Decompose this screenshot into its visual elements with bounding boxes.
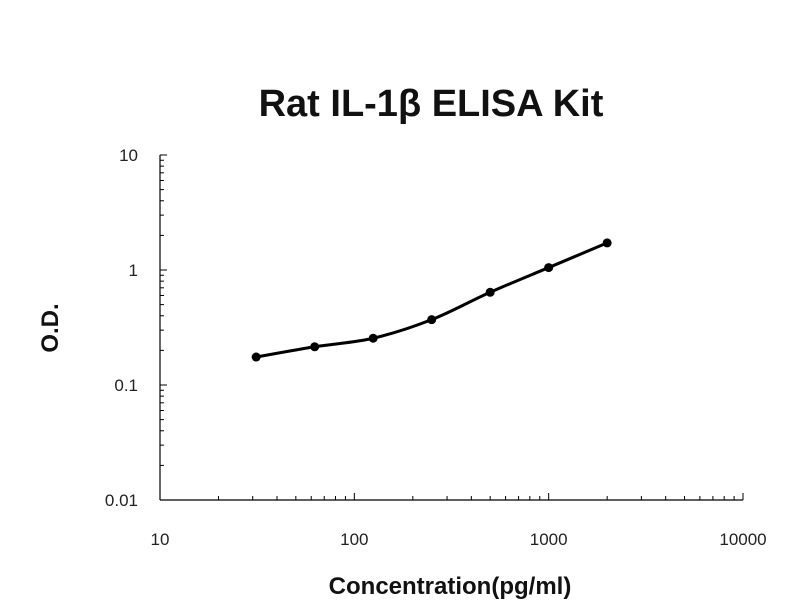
y-tick-label: 1: [129, 261, 138, 280]
x-tick-label: 1000: [530, 530, 568, 549]
data-point: [427, 315, 437, 325]
data-points: [251, 238, 612, 362]
fit-curve-group: [254, 241, 609, 359]
y-tick-label: 0.1: [114, 376, 138, 395]
tick-labels: 10 100 1000 10000 0.01 0.1 1 10: [105, 146, 767, 549]
axes: [159, 155, 743, 501]
data-point: [368, 333, 378, 343]
y-tick-label: 0.01: [105, 491, 138, 510]
data-point: [251, 352, 261, 362]
y-tick-label: 10: [119, 146, 138, 165]
fit-curve: [254, 241, 609, 359]
y-axis-label: O.D.: [37, 303, 64, 352]
data-point: [544, 263, 554, 273]
data-point: [485, 287, 495, 297]
x-tick-label: 10: [151, 530, 170, 549]
ticks: [159, 154, 744, 501]
x-tick-label: 100: [340, 530, 368, 549]
data-point: [602, 238, 612, 248]
data-point: [310, 342, 320, 352]
x-axis-label: Concentration(pg/ml): [329, 573, 572, 600]
chart-title: Rat IL-1β ELISA Kit: [259, 83, 604, 125]
x-tick-label: 10000: [719, 530, 766, 549]
